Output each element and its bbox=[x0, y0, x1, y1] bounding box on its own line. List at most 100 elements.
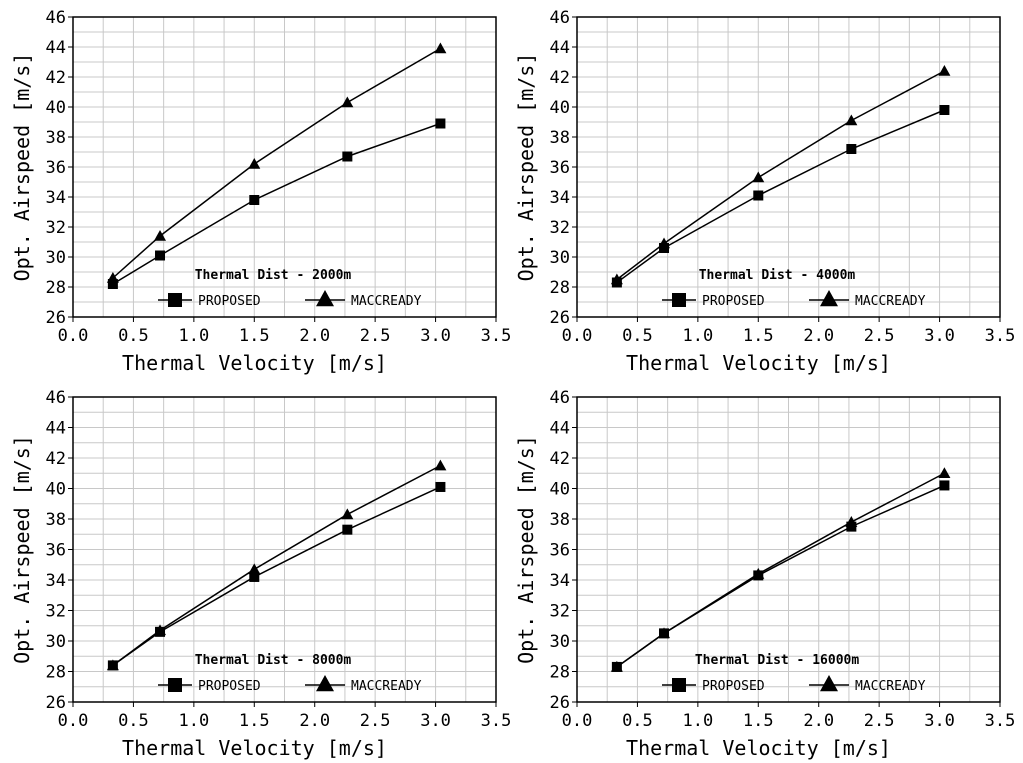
y-tick-label: 26 bbox=[550, 693, 570, 713]
y-tick-label: 44 bbox=[46, 419, 66, 439]
y-tick-label: 32 bbox=[550, 218, 570, 238]
y-tick-label: 36 bbox=[46, 541, 66, 561]
x-axis-label: Thermal Velocity [m/s] bbox=[122, 736, 387, 760]
data-point-triangle bbox=[106, 272, 119, 283]
y-tick-label: 28 bbox=[550, 278, 570, 298]
x-tick-label: 3.0 bbox=[924, 326, 955, 346]
x-tick-label: 0.0 bbox=[58, 326, 89, 346]
y-tick-label: 28 bbox=[46, 663, 66, 683]
y-tick-label: 34 bbox=[46, 571, 66, 591]
y-tick-label: 40 bbox=[46, 480, 66, 500]
y-tick-label: 46 bbox=[550, 388, 570, 408]
x-tick-label: 3.0 bbox=[420, 326, 451, 346]
x-tick-label: 2.0 bbox=[299, 711, 330, 731]
data-point-square bbox=[342, 151, 353, 162]
y-tick-label: 26 bbox=[46, 693, 66, 713]
data-point-square bbox=[435, 481, 446, 492]
data-point-triangle bbox=[938, 467, 951, 479]
y-tick-label: 34 bbox=[550, 188, 570, 208]
y-tick-label: 40 bbox=[550, 480, 570, 500]
y-tick-label: 46 bbox=[46, 8, 66, 28]
x-tick-label: 3.5 bbox=[985, 711, 1016, 731]
x-tick-label: 0.5 bbox=[118, 711, 149, 731]
x-tick-label: 3.5 bbox=[481, 326, 512, 346]
x-tick-label: 0.0 bbox=[562, 711, 593, 731]
data-point-square bbox=[846, 144, 857, 154]
x-tick-label: 0.5 bbox=[622, 711, 653, 731]
data-point-square bbox=[249, 571, 260, 582]
legend: Thermal Dist - 8000m PROPOSED MACCREADY bbox=[158, 653, 422, 694]
x-tick-label: 1.5 bbox=[743, 711, 774, 731]
series-maccready bbox=[106, 42, 447, 283]
y-axis-label: Opt. Airspeed [m/s] bbox=[10, 53, 34, 282]
y-tick-label: 28 bbox=[46, 278, 66, 298]
data-point-triangle bbox=[341, 96, 354, 108]
y-tick-label: 36 bbox=[550, 158, 570, 178]
y-tick-label: 30 bbox=[46, 248, 66, 268]
legend: Thermal Dist - 16000m PROPOSED MACCREADY bbox=[662, 653, 926, 694]
y-tick-label: 32 bbox=[550, 602, 570, 622]
y-tick-label: 38 bbox=[46, 510, 66, 530]
data-point-triangle bbox=[154, 230, 167, 241]
x-tick-label: 1.0 bbox=[178, 326, 209, 346]
legend-label-maccready: MACCREADY bbox=[351, 294, 422, 309]
data-point-triangle bbox=[845, 516, 858, 527]
data-point-triangle bbox=[610, 660, 623, 672]
legend: Thermal Dist - 4000m PROPOSED MACCREADY bbox=[662, 268, 926, 309]
x-tick-label: 2.0 bbox=[803, 711, 834, 731]
y-tick-label: 42 bbox=[550, 68, 570, 88]
y-tick-label: 40 bbox=[46, 98, 66, 118]
gridlines bbox=[72, 396, 497, 703]
y-axis-label: Opt. Airspeed [m/s] bbox=[10, 435, 34, 664]
data-point-square bbox=[435, 118, 446, 129]
x-tick-label: 2.5 bbox=[864, 711, 895, 731]
x-tick-label: 1.0 bbox=[682, 711, 713, 731]
legend-marker-triangle bbox=[316, 675, 334, 692]
y-tick-label: 36 bbox=[46, 158, 66, 178]
x-tick-label: 2.5 bbox=[360, 711, 391, 731]
x-tick-label: 3.0 bbox=[420, 711, 451, 731]
data-point-square bbox=[939, 105, 950, 115]
y-tick-label: 30 bbox=[46, 632, 66, 652]
x-tick-label: 3.5 bbox=[985, 326, 1016, 346]
y-tick-label: 38 bbox=[46, 128, 66, 148]
legend-label-maccready: MACCREADY bbox=[855, 294, 926, 309]
data-point-triangle bbox=[106, 659, 119, 671]
data-point-square bbox=[155, 250, 166, 261]
series-maccready bbox=[610, 65, 951, 285]
data-point-triangle bbox=[341, 508, 354, 520]
legend-label-proposed: PROPOSED bbox=[198, 679, 261, 694]
chart-panel-2: 0.0 0.5 1.0 1.5 2.0 2.5 3.0 3.5 26 28 30 32 34 36 38 40… bbox=[514, 8, 1015, 375]
data-point-triangle bbox=[434, 42, 447, 54]
y-tick-label: 34 bbox=[550, 571, 570, 591]
x-tick-label: 3.0 bbox=[924, 711, 955, 731]
legend-label-maccready: MACCREADY bbox=[351, 679, 422, 694]
x-tick-label: 1.5 bbox=[743, 326, 774, 346]
series-maccready bbox=[106, 459, 447, 671]
data-point-triangle bbox=[248, 158, 261, 169]
y-tick-label: 42 bbox=[550, 449, 570, 469]
x-tick-label: 0.0 bbox=[58, 711, 89, 731]
legend-title: Thermal Dist - 4000m bbox=[699, 268, 856, 283]
y-tick-label: 28 bbox=[550, 663, 570, 683]
y-tick-label: 46 bbox=[550, 8, 570, 28]
data-point-square bbox=[753, 190, 764, 201]
legend-label-proposed: PROPOSED bbox=[702, 679, 765, 694]
data-point-square bbox=[249, 195, 260, 205]
x-axis-label: Thermal Velocity [m/s] bbox=[626, 351, 891, 375]
data-point-triangle bbox=[434, 459, 447, 471]
chart-panel-4: 0.0 0.5 1.0 1.5 2.0 2.5 3.0 3.5 26 28 30 32 34 36 38 40… bbox=[514, 388, 1015, 760]
x-tick-label: 1.0 bbox=[682, 326, 713, 346]
y-tick-label: 34 bbox=[46, 188, 66, 208]
data-point-triangle bbox=[752, 567, 765, 579]
data-point-triangle bbox=[938, 65, 951, 76]
legend-label-proposed: PROPOSED bbox=[702, 294, 765, 309]
legend-marker-square bbox=[168, 293, 182, 307]
legend-title: Thermal Dist - 16000m bbox=[695, 653, 860, 668]
data-point-square bbox=[939, 480, 950, 491]
y-tick-label: 30 bbox=[550, 632, 570, 652]
legend-marker-square bbox=[672, 678, 686, 692]
y-tick-label: 30 bbox=[550, 248, 570, 268]
x-axis-label: Thermal Velocity [m/s] bbox=[122, 351, 387, 375]
